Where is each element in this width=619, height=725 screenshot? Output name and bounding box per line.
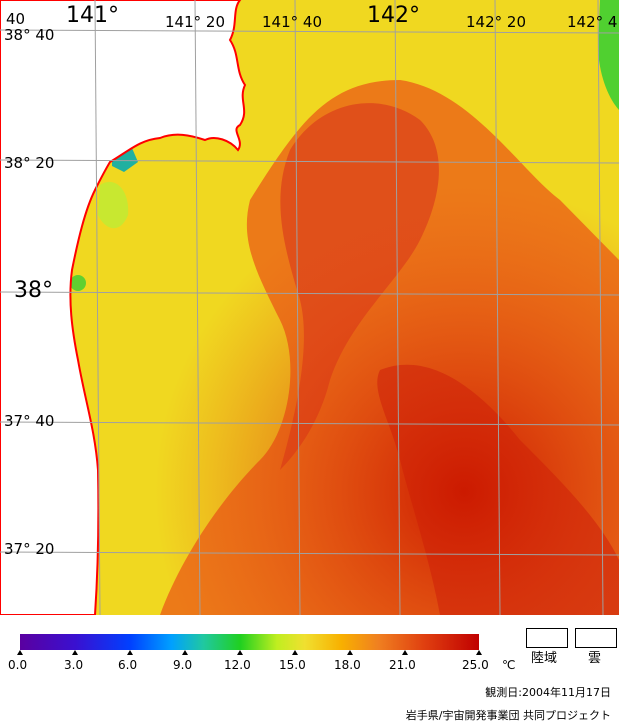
colorbar-tick — [347, 650, 353, 655]
observation-date: 観測日:2004年11月17日 — [485, 686, 611, 699]
colorbar-tick — [182, 650, 188, 655]
land-area — [0, 0, 247, 615]
lon-label-142-20: 142° 20 — [466, 13, 526, 31]
lon-label-141-40: 141° 40 — [262, 13, 322, 31]
colorbar-tick-label: 18.0 — [334, 658, 361, 672]
lon-label-142: 142° — [367, 3, 420, 28]
lat-label-38-40: 38° 40 — [4, 26, 55, 44]
colorbar-tick — [292, 650, 298, 655]
land-legend-swatch — [526, 628, 568, 648]
temperature-colorbar — [20, 634, 479, 650]
colorbar-tick — [402, 650, 408, 655]
cool-coastal-patch — [98, 181, 129, 229]
colorbar-tick-label: 12.0 — [224, 658, 251, 672]
cloud-legend-swatch — [575, 628, 617, 648]
colorbar-unit: ℃ — [502, 658, 516, 672]
colorbar-tick-label: 9.0 — [173, 658, 193, 672]
lat-label-37-20: 37° 20 — [4, 540, 55, 558]
colorbar-tick — [476, 650, 482, 655]
lon-label-142-40: 142° 4 — [567, 13, 618, 31]
graticule — [0, 0, 619, 615]
lat-label-37-40: 37° 40 — [4, 412, 55, 430]
lat-label-38: 38° — [14, 278, 53, 303]
colorbar-tick-label: 0.0 — [8, 658, 28, 672]
colorbar-tick-label: 3.0 — [64, 658, 84, 672]
lat-label-38-20: 38° 20 — [4, 154, 55, 172]
colorbar-tick — [72, 650, 78, 655]
cool-spot — [70, 275, 86, 291]
lon-label-141: 141° — [66, 3, 119, 28]
corner-label: 40 — [6, 10, 26, 28]
sea-surface-temperature-map — [0, 0, 619, 615]
colorbar-tick-label: 6.0 — [118, 658, 138, 672]
colorbar-tick-label: 21.0 — [389, 658, 416, 672]
land-legend-label: 陸域 — [531, 651, 558, 666]
lon-label-141-20: 141° 20 — [165, 13, 225, 31]
colorbar-tick — [17, 650, 23, 655]
colorbar-tick-label: 25.0 — [462, 658, 489, 672]
cloud-legend-label: 雲 — [588, 651, 602, 666]
colorbar-tick — [127, 650, 133, 655]
credit-text: 岩手県/宇宙開発事業団 共同プロジェクト — [405, 709, 611, 722]
colorbar-tick — [237, 650, 243, 655]
colorbar-tick-label: 15.0 — [279, 658, 306, 672]
cold-water-patch — [598, 0, 619, 110]
